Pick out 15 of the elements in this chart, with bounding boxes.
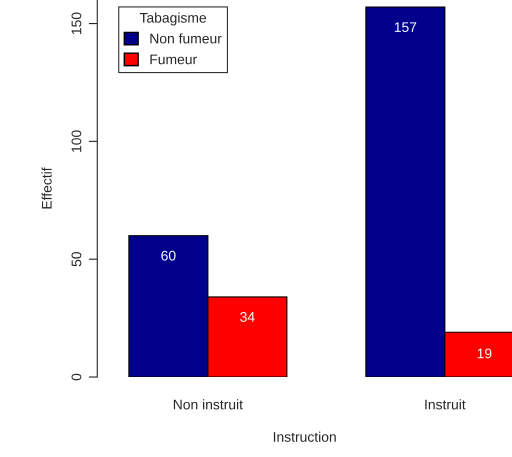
x-tick-label: Instruit	[425, 399, 466, 410]
y-tick-label: 100	[72, 130, 82, 152]
data-label: 34	[240, 312, 255, 322]
legend-title: Tabagisme	[140, 12, 206, 26]
y-axis-title: Effectif	[42, 167, 52, 208]
y-tick-label: 50	[72, 252, 82, 266]
y-tick-label: 0	[72, 374, 82, 380]
y-tick-label: 150	[72, 12, 82, 34]
legend-label: Non fumeur	[150, 33, 222, 44]
data-label: 19	[478, 348, 492, 358]
x-tick-label: Non instruit	[174, 399, 243, 410]
data-label: 60	[161, 250, 176, 261]
x-axis-title: Instruction	[274, 432, 336, 442]
data-label: 157	[394, 22, 416, 32]
legend-label: Fumeur	[150, 54, 197, 64]
